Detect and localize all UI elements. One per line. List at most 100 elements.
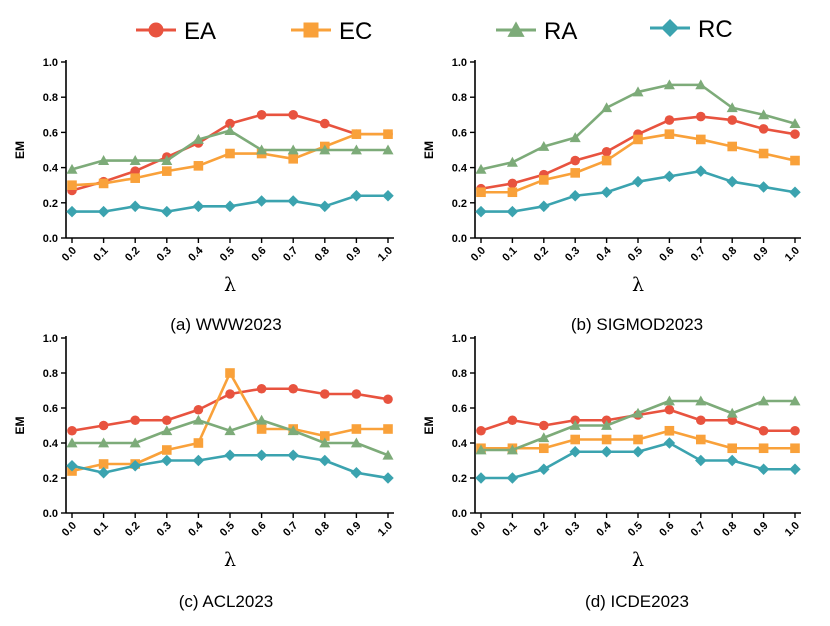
data-point xyxy=(382,449,394,460)
data-point xyxy=(696,111,706,122)
data-point xyxy=(98,420,109,431)
x-axis-label: λ xyxy=(224,549,236,571)
data-point xyxy=(288,110,299,120)
y-tick-label: 1.0 xyxy=(43,57,58,69)
data-point xyxy=(695,454,707,467)
data-point xyxy=(225,148,235,159)
data-point xyxy=(161,425,173,436)
data-point xyxy=(726,102,738,113)
data-point xyxy=(382,190,394,202)
data-point xyxy=(382,144,394,155)
data-point xyxy=(601,434,612,445)
series-line xyxy=(480,83,796,171)
data-point xyxy=(320,389,330,399)
x-tick-label: 0.7 xyxy=(689,520,708,539)
data-point xyxy=(758,109,770,120)
y-tick-label: 0.0 xyxy=(452,508,467,520)
data-point xyxy=(758,395,770,406)
data-point xyxy=(696,134,706,145)
data-point xyxy=(130,173,140,183)
data-point xyxy=(633,434,643,445)
x-tick-label: 0.7 xyxy=(689,245,708,264)
data-point xyxy=(789,118,801,129)
legend-label: EA xyxy=(184,18,216,45)
series-rc xyxy=(475,437,801,484)
data-point xyxy=(789,463,801,476)
data-point xyxy=(98,155,110,165)
data-point xyxy=(790,425,800,436)
x-tick-label: 0.0 xyxy=(469,520,488,539)
x-tick-label: 0.2 xyxy=(123,245,142,264)
series-rc xyxy=(66,190,394,218)
series-ea xyxy=(476,111,800,194)
data-point xyxy=(287,195,299,207)
y-tick-label: 0.6 xyxy=(43,403,58,415)
x-tick-label: 0.1 xyxy=(500,245,519,264)
data-point xyxy=(664,425,675,436)
data-point xyxy=(570,168,580,178)
data-point xyxy=(256,424,267,434)
y-tick-label: 1.0 xyxy=(452,333,467,345)
data-point xyxy=(98,437,110,448)
data-point xyxy=(664,115,675,125)
legend-label: EC xyxy=(339,18,372,45)
data-point xyxy=(476,187,486,198)
data-point xyxy=(256,414,268,425)
x-tick-label: 0.5 xyxy=(626,520,645,539)
data-point xyxy=(129,437,141,448)
data-point xyxy=(67,180,77,190)
x-tick-label: 0.3 xyxy=(155,520,174,539)
legend-marker-triangle xyxy=(507,21,525,37)
y-tick-label: 0.4 xyxy=(452,163,468,175)
data-point xyxy=(287,144,299,155)
x-tick-label: 0.3 xyxy=(155,245,174,264)
chart-panel-c-acl2023: 0.0 0.2 0.4 0.6 0.8 1.0 0.0 0.1 0.2 0.3 0.4 0.5 0.6 0… xyxy=(13,333,395,611)
series-ra xyxy=(66,414,394,460)
data-point xyxy=(506,444,518,455)
x-tick-label: 0.5 xyxy=(218,245,237,264)
data-point xyxy=(193,404,204,415)
x-tick-label: 0.2 xyxy=(532,520,551,539)
x-tick-label: 1.0 xyxy=(783,245,802,264)
x-axis-label: λ xyxy=(632,274,644,296)
data-point xyxy=(475,205,487,218)
x-tick-label: 0.7 xyxy=(281,520,300,539)
legend-marker-circle xyxy=(148,22,164,38)
x-tick-label: 0.6 xyxy=(249,520,268,539)
data-point xyxy=(475,444,487,455)
data-point xyxy=(539,175,549,185)
series-ra xyxy=(475,79,801,174)
chart-panel-b-sigmod2023: 0.0 0.2 0.4 0.6 0.8 1.0 0.0 0.1 0.2 0.3 0.4 0.5 0.6 0… xyxy=(422,57,802,334)
data-point xyxy=(350,190,363,202)
data-point xyxy=(600,445,613,458)
series-rc xyxy=(475,165,801,218)
data-point xyxy=(633,134,643,145)
data-point xyxy=(569,190,581,202)
x-axis-label: λ xyxy=(224,274,236,296)
y-axis-label: EM xyxy=(422,416,436,434)
data-point xyxy=(288,383,299,394)
data-point xyxy=(758,443,769,454)
y-axis-label: EM xyxy=(13,416,27,434)
panel-caption: (c) ACL2023 xyxy=(179,592,274,611)
data-point xyxy=(790,443,800,454)
data-point xyxy=(757,463,770,476)
series-ec xyxy=(476,425,800,454)
y-tick-label: 0.4 xyxy=(43,163,59,175)
data-point xyxy=(601,102,613,113)
x-tick-label: 0.0 xyxy=(469,245,488,264)
data-point xyxy=(663,395,675,406)
data-point xyxy=(192,454,205,467)
panel-caption: (a) WWW2023 xyxy=(170,315,281,334)
data-point xyxy=(539,420,549,431)
data-point xyxy=(319,454,331,467)
data-point xyxy=(570,155,580,166)
panels: 0.0 0.2 0.4 0.6 0.8 1.0 0.0 0.1 0.2 0.3 0.4 0.5 0.6 0… xyxy=(13,57,802,611)
data-point xyxy=(476,425,486,436)
y-tick-label: 0.2 xyxy=(43,198,58,210)
data-point xyxy=(255,449,268,462)
x-tick-label: 0.6 xyxy=(657,245,676,264)
y-tick-label: 1.0 xyxy=(452,57,467,69)
panel-caption: (b) SIGMOD2023 xyxy=(571,315,703,334)
series-ra xyxy=(66,125,394,174)
